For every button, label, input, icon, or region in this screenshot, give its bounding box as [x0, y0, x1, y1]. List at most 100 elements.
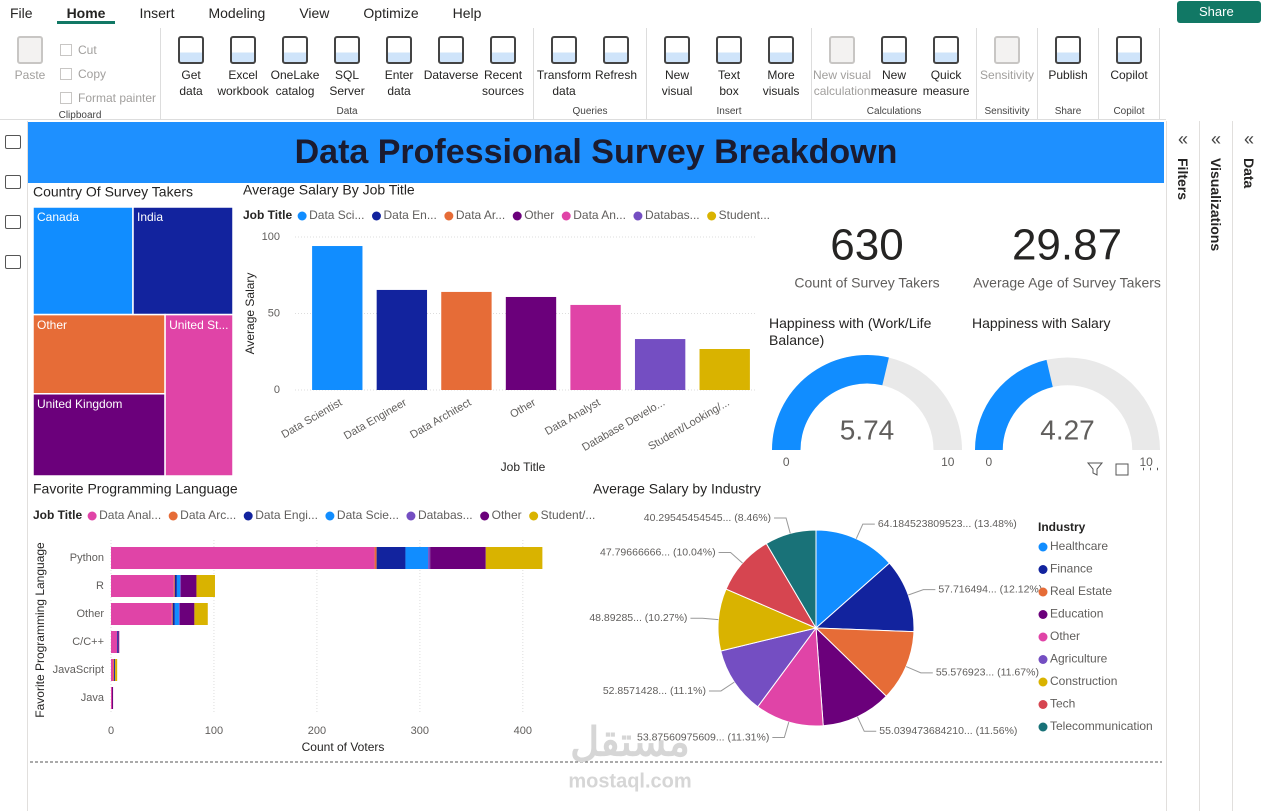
small-button[interactable]: Cut	[60, 38, 156, 62]
menu-tab[interactable]: Home	[56, 2, 116, 24]
x-tick-label: 100	[205, 725, 223, 737]
x-tick-label: 300	[411, 725, 429, 737]
y-tick-label: Other	[76, 608, 104, 620]
bar-segment	[172, 603, 175, 625]
collapse-icon[interactable]: «	[1210, 129, 1221, 149]
ribbon-group: Copilot Copilot	[1099, 28, 1161, 119]
ribbon-button[interactable]: Paste	[4, 36, 56, 83]
small-buttons: Cut Copy Format painter	[60, 38, 156, 110]
bar-segment	[174, 603, 179, 625]
gauge-min: 0	[783, 455, 790, 469]
pane[interactable]: « Data	[1232, 121, 1265, 811]
share-button[interactable]: Share	[1177, 1, 1261, 23]
leader-line	[718, 552, 743, 564]
ribbon-button[interactable]: Dataverse	[424, 36, 478, 83]
ribbon-button[interactable]: Publish	[1042, 36, 1094, 83]
bar-segment	[111, 603, 172, 625]
leader-line	[690, 617, 719, 621]
leader-line	[708, 681, 735, 692]
legend-marker	[168, 511, 178, 521]
button-label: catalog	[275, 84, 315, 98]
pane[interactable]: « Visualizations	[1199, 121, 1232, 811]
small-button[interactable]: Copy	[60, 62, 156, 86]
menu-tab[interactable]: Optimize	[363, 5, 419, 21]
menu-tab[interactable]: Modeling	[208, 5, 266, 21]
button-icon	[716, 36, 743, 64]
menu-tab[interactable]: Insert	[139, 5, 175, 21]
button-icon	[17, 36, 43, 64]
model-view-icon[interactable]	[5, 215, 21, 229]
button-icon	[282, 36, 309, 64]
button-label: data	[179, 84, 203, 98]
menu-tab[interactable]: File	[10, 5, 33, 21]
ribbon-button[interactable]: Transform data	[537, 36, 591, 99]
ribbon-button[interactable]: Text box	[703, 36, 755, 99]
pane[interactable]: « Filters	[1166, 121, 1199, 811]
button-label: New visual	[813, 68, 872, 82]
ribbon-button[interactable]: More visuals	[755, 36, 807, 99]
table-view-icon[interactable]	[5, 175, 21, 189]
ribbon-button[interactable]: SQL Server	[321, 36, 373, 99]
button-label: Sensitivity	[980, 68, 1035, 82]
button-icon	[230, 36, 257, 64]
pie-slice	[815, 529, 891, 630]
ribbon-button[interactable]: New visual	[651, 36, 703, 99]
bar-segment	[111, 687, 113, 709]
menu-tab[interactable]: Help	[452, 5, 482, 21]
treemap-tile	[32, 206, 134, 316]
button-label: visual	[661, 84, 693, 98]
menu-tab[interactable]: View	[299, 5, 330, 21]
legend-marker	[297, 211, 307, 221]
button-label: calculation	[813, 84, 871, 98]
ribbon-button[interactable]: Refresh	[590, 36, 642, 83]
bar-segment	[176, 575, 180, 597]
collapse-icon[interactable]: «	[1177, 129, 1188, 149]
gauge-title: Happiness with Salary	[972, 315, 1111, 331]
legend-marker	[406, 511, 416, 521]
bar-segment	[111, 659, 114, 681]
bar-segment	[111, 631, 118, 653]
ribbon-button[interactable]: Quick measure	[920, 36, 972, 99]
button-icon	[768, 36, 795, 64]
ribbon-button[interactable]: Copilot	[1103, 36, 1155, 83]
legend-marker	[87, 511, 97, 521]
ribbon-button[interactable]: New visual calculation	[813, 36, 872, 99]
ribbon-button[interactable]: Excel workbook	[217, 36, 269, 99]
legend-marker	[1038, 587, 1048, 597]
legend-label: Data Sci...	[309, 208, 364, 222]
ribbon-button[interactable]: Enter data	[373, 36, 425, 99]
legend-label: Healthcare	[1050, 539, 1108, 553]
y-tick-label: 50	[268, 307, 280, 319]
small-icon	[60, 92, 72, 104]
focus-icon[interactable]	[1115, 463, 1129, 476]
legend-marker	[371, 211, 381, 221]
small-button[interactable]: Format painter	[60, 86, 156, 110]
ribbon-button[interactable]: OneLake catalog	[269, 36, 321, 99]
bar-segment	[118, 631, 120, 653]
filter-icon[interactable]	[1086, 462, 1104, 476]
leader-line	[905, 666, 933, 674]
gauge-title-box: Happiness with (Work/Life Balance)	[769, 315, 931, 348]
ribbon-button[interactable]: New measure	[868, 36, 920, 99]
legend-marker	[529, 511, 539, 521]
bar-segment	[174, 575, 177, 597]
button-label: Recent	[484, 68, 523, 82]
card-label: Count of Survey Takers	[794, 275, 939, 291]
y-tick-label: 0	[274, 384, 280, 396]
ribbon-button[interactable]: Get data	[165, 36, 217, 99]
data-label: 57.716494... (12.12%)	[938, 583, 1042, 595]
chart-title: Country Of Survey Takers	[33, 184, 193, 200]
ribbon-button[interactable]: Sensitivity	[980, 36, 1035, 83]
bar-segment	[111, 575, 174, 597]
treemap-tile	[32, 393, 166, 477]
bar-segment	[374, 547, 377, 569]
button-label: measure	[870, 84, 918, 98]
y-tick-label: JavaScript	[53, 664, 104, 676]
report-view-icon[interactable]	[5, 135, 21, 149]
pane-title: Data	[1241, 158, 1257, 189]
collapse-icon[interactable]: «	[1243, 129, 1254, 149]
dax-view-icon[interactable]	[5, 255, 21, 269]
ribbon-button[interactable]: Recent sources	[477, 36, 529, 99]
bar-segment	[111, 547, 375, 569]
ribbon-buttons: New visual Text box More visuals	[651, 30, 807, 99]
